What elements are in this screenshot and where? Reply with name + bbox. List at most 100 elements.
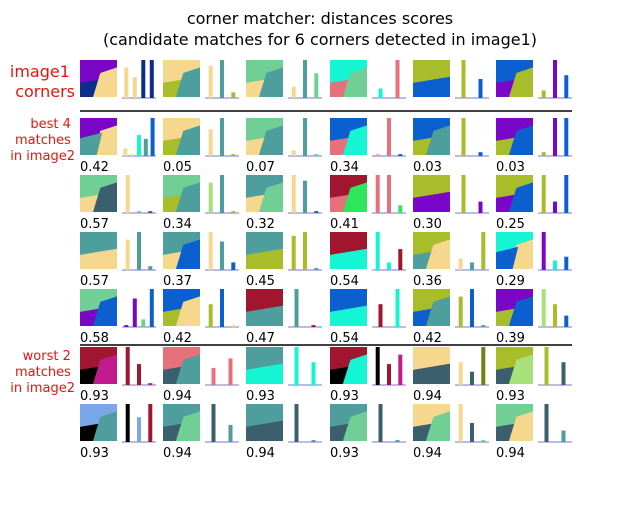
histogram-bar	[220, 118, 224, 156]
patch-region	[508, 67, 533, 97]
patch-region	[175, 67, 200, 97]
match-cell-r3-c2: 0.45	[246, 232, 322, 289]
histogram-bar	[125, 404, 130, 442]
histogram-bar	[303, 180, 307, 213]
histogram-bar	[461, 60, 466, 98]
histogram-bar	[541, 90, 546, 98]
histogram-bar	[541, 152, 546, 156]
histogram-bar	[231, 325, 236, 327]
figure-title-line1: corner matcher: distances scores	[187, 9, 453, 28]
match-cell-r3-c3: 0.54	[330, 232, 406, 289]
histogram-bar	[294, 347, 299, 385]
distance-score: 0.58	[80, 331, 109, 346]
histogram-bar	[458, 362, 463, 385]
histogram-bar	[208, 65, 213, 98]
patch-region	[425, 125, 450, 155]
histogram-bar	[208, 304, 213, 327]
histogram-bar	[478, 79, 483, 98]
histogram-bar	[211, 367, 216, 385]
patch-region	[342, 125, 367, 155]
distance-score: 0.29	[496, 274, 525, 289]
histogram-bar	[137, 135, 141, 156]
histogram-bar	[481, 232, 486, 270]
patch-region	[342, 411, 367, 441]
histogram-bar	[395, 60, 400, 98]
patch-region	[508, 239, 533, 269]
histogram-bar	[544, 347, 549, 385]
distance-score: 0.54	[330, 274, 359, 289]
histogram-bar	[553, 60, 557, 98]
patch-region	[342, 182, 367, 212]
histogram-bar	[561, 362, 566, 385]
histogram-bar	[553, 260, 557, 270]
distance-score: 0.93	[496, 389, 525, 404]
distance-score: 0.03	[496, 160, 525, 175]
histogram-bar	[150, 118, 155, 156]
patch-region	[93, 354, 117, 384]
histogram-bar	[378, 88, 383, 98]
distance-score: 0.07	[246, 160, 275, 175]
worst-matches-row-label: worst 2 matches in image2	[10, 349, 75, 396]
histogram-bar	[149, 60, 154, 98]
histogram-bar	[137, 364, 141, 385]
histogram-bar	[231, 92, 236, 98]
worst-matches-label-line2: matches	[15, 365, 71, 380]
histogram-bar	[228, 424, 233, 442]
match-cell-r2-c3: 0.41	[330, 175, 406, 232]
patch-region	[425, 296, 450, 326]
histogram-bar	[141, 60, 146, 98]
histogram-bar	[220, 175, 224, 213]
worst-matches-label-line1: worst 2	[23, 349, 71, 364]
histogram-bar	[291, 86, 296, 98]
histogram-bar	[470, 289, 474, 327]
patch-region	[175, 411, 200, 441]
match-cell-r2-c0: 0.57	[80, 175, 156, 232]
patch-region	[425, 411, 450, 441]
patch-region	[508, 411, 533, 441]
histogram-bar	[314, 211, 319, 213]
histogram-bar	[395, 440, 400, 442]
best-matches-row-label: best 4 matches in image2	[10, 117, 75, 164]
histogram-bar	[125, 239, 130, 270]
patch-region	[258, 182, 283, 212]
distance-score: 0.94	[413, 446, 442, 461]
histogram-bar	[387, 262, 391, 270]
match-cell-r6-c3: 0.93	[330, 404, 406, 461]
distance-score: 0.39	[496, 331, 525, 346]
patch-region	[93, 411, 117, 441]
histogram-bar	[143, 138, 148, 156]
worst-matches-label-line3: in image2	[10, 381, 75, 396]
match-cell-r5-c2: 0.93	[246, 347, 322, 404]
distance-score: 0.30	[413, 217, 442, 232]
distance-score: 0.34	[330, 160, 359, 175]
match-cell-r4-c2: 0.47	[246, 289, 322, 346]
distance-score: 0.47	[246, 331, 275, 346]
match-cell-r2-c1: 0.34	[163, 175, 239, 232]
histogram-bar	[481, 440, 486, 442]
histogram-bar	[231, 262, 236, 270]
match-cell-r4-c1: 0.42	[163, 289, 239, 346]
histogram-bar	[294, 404, 299, 442]
histogram-bar	[564, 315, 569, 327]
distance-score: 0.32	[246, 217, 275, 232]
match-cell-r0-c4	[413, 60, 489, 99]
distance-score: 0.03	[413, 160, 442, 175]
patch-region	[413, 60, 450, 83]
patch-region	[93, 182, 117, 212]
histogram-bar	[123, 148, 128, 156]
patch-region	[175, 125, 200, 155]
match-cell-r4-c0: 0.58	[80, 289, 156, 346]
match-cell-r0-c3	[330, 60, 406, 99]
patch-region	[175, 296, 200, 326]
histogram-bar	[378, 304, 383, 327]
histogram-bar	[303, 60, 307, 98]
patch-region	[258, 125, 283, 155]
figure-title-line2: (candidate matches for 6 corners detecte…	[103, 30, 537, 49]
distance-score: 0.57	[80, 274, 109, 289]
histogram-bar	[124, 67, 129, 98]
distance-score: 0.94	[163, 446, 192, 461]
histogram-bar	[132, 298, 137, 327]
match-cell-r0-c0	[80, 60, 156, 99]
